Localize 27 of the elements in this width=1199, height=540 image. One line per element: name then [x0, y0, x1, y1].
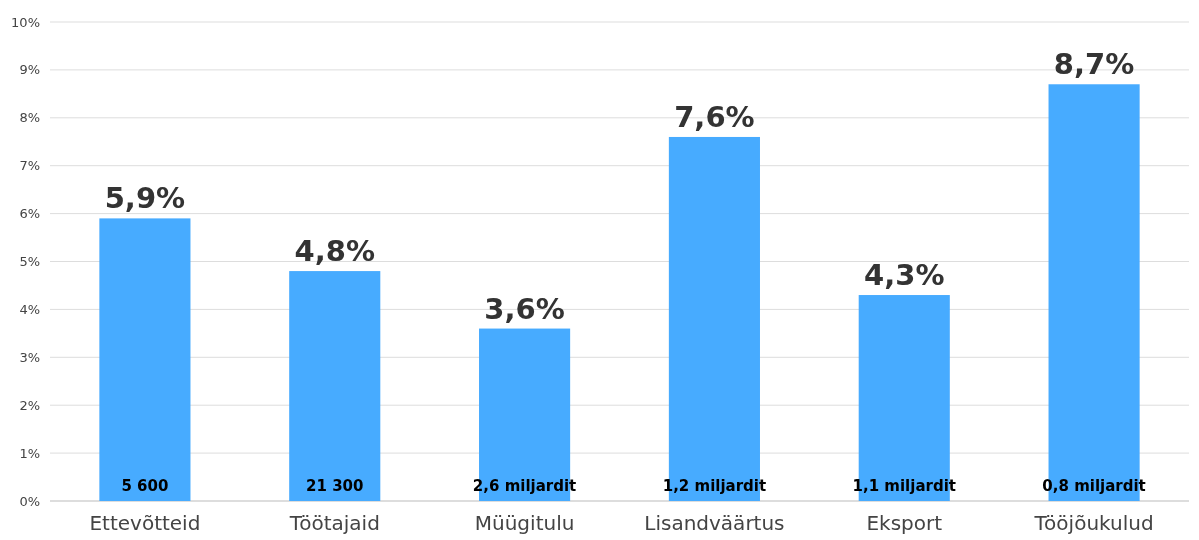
- x-tick-label: Töötajaid: [288, 511, 380, 535]
- data-label: 7,6%: [674, 99, 755, 134]
- x-tick-label: Tööjõukulud: [1033, 511, 1154, 535]
- y-tick-label: 2%: [19, 397, 40, 413]
- x-tick-label: Müügitulu: [474, 511, 575, 535]
- data-label: 4,3%: [864, 258, 945, 293]
- y-tick-label: 1%: [19, 445, 40, 461]
- y-tick-label: 9%: [19, 62, 40, 78]
- annotation: 5 600: [121, 477, 169, 495]
- y-tick-label: 6%: [19, 206, 40, 222]
- annotation: 21 300: [306, 477, 364, 495]
- data-label: 5,9%: [104, 181, 186, 216]
- y-tick-label: 4%: [19, 301, 40, 317]
- y-tick-label: 10%: [11, 14, 40, 30]
- y-tick-label: 0%: [19, 493, 40, 509]
- y-tick-label: 7%: [19, 158, 40, 174]
- bar: [99, 218, 191, 501]
- bar: [289, 271, 381, 501]
- data-label: 8,7%: [1053, 47, 1135, 82]
- x-tick-label: Eksport: [866, 511, 943, 535]
- data-label: 3,6%: [484, 291, 565, 326]
- x-tick-label: Ettevõtteid: [89, 511, 201, 535]
- y-tick-label: 3%: [19, 349, 40, 365]
- y-tick-label: 5%: [19, 254, 40, 270]
- y-tick-label: 8%: [19, 110, 40, 126]
- x-tick-label: Lisandväärtus: [644, 511, 785, 535]
- data-label: 4,8%: [294, 234, 375, 269]
